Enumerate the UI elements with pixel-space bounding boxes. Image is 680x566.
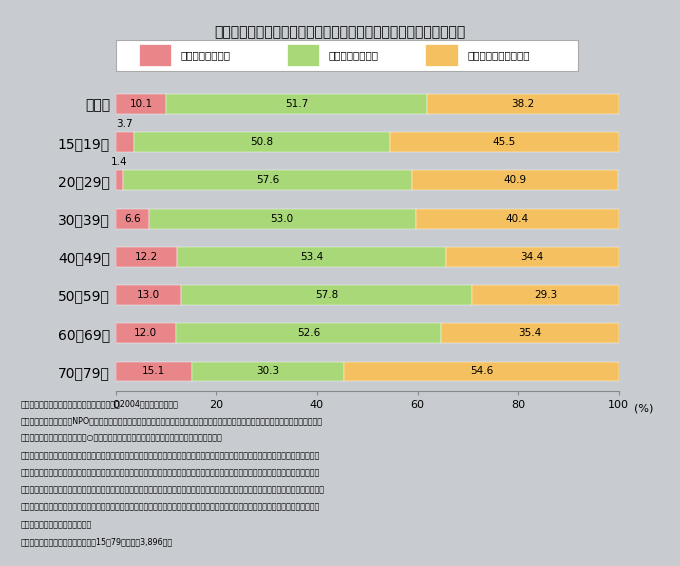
Text: たい」、「これまで参加したことはないが、機会があれば参加してみたい」と回答した人の割合。「今後も参加したくない」は、: たい」、「これまで参加したことはないが、機会があれば参加してみたい」と回答した人… — [20, 486, 324, 495]
Text: 54.6: 54.6 — [470, 366, 493, 376]
Bar — [116, 209, 149, 229]
Text: (%): (%) — [634, 404, 653, 414]
Text: 後は参加したい」は、「過去に参加したことがあり、また参加したい」、「これまで参加したことはないが、今後は是非参加し: 後は参加したい」は、「過去に参加したことがあり、また参加したい」、「これまで参加… — [20, 468, 320, 477]
Text: 30.3: 30.3 — [256, 366, 279, 376]
Text: 3.7: 3.7 — [116, 119, 133, 129]
Text: 57.6: 57.6 — [256, 175, 279, 186]
Bar — [122, 170, 413, 190]
Text: 13.0: 13.0 — [137, 290, 160, 300]
Bar — [167, 94, 426, 114]
Text: 35.4: 35.4 — [518, 328, 541, 338]
Text: 10.1: 10.1 — [129, 99, 152, 109]
Bar — [116, 247, 177, 267]
Bar — [116, 94, 167, 114]
Text: 34.4: 34.4 — [521, 252, 544, 262]
Text: 第３－１－２図　地域の活動に現在参加している人の割合は約１割: 第３－１－２図 地域の活動に現在参加している人の割合は約１割 — [214, 25, 466, 40]
Text: 50.8: 50.8 — [250, 137, 273, 147]
Bar — [390, 132, 619, 152]
Text: 51.7: 51.7 — [285, 99, 308, 109]
Text: 29.3: 29.3 — [534, 290, 557, 300]
Text: 12.2: 12.2 — [135, 252, 158, 262]
Text: ２．「あなたはNPOやボランティア、地域の活動などに参加したことがありますか。また、今後参加したいと思いますか。あては: ２．「あなたはNPOやボランティア、地域の活動などに参加したことがありますか。ま… — [20, 417, 322, 425]
Text: 6.6: 6.6 — [124, 213, 141, 224]
Text: 「過去に参加したことがあるが、もう参加したくない」、「これまで参加したことはなく、今後も参加したいとは思わない」と: 「過去に参加したことがあるが、もう参加したくない」、「これまで参加したことはなく… — [20, 503, 320, 512]
Text: ４．回答した人は、全国の15～79歳の男女3,896人。: ４．回答した人は、全国の15～79歳の男女3,896人。 — [20, 537, 173, 546]
Bar — [176, 323, 441, 343]
Bar — [116, 170, 122, 190]
Bar — [116, 132, 134, 152]
Text: 53.4: 53.4 — [300, 252, 323, 262]
Bar — [116, 285, 181, 305]
Bar — [116, 362, 192, 381]
Bar — [181, 285, 472, 305]
Bar — [445, 247, 619, 267]
Text: 40.9: 40.9 — [504, 175, 527, 186]
Text: 1.4: 1.4 — [111, 157, 127, 168]
Text: 現在参加している: 現在参加している — [180, 50, 231, 60]
Text: 52.6: 52.6 — [296, 328, 320, 338]
Text: 今後は参加したい: 今後は参加したい — [328, 50, 378, 60]
Bar — [149, 209, 415, 229]
Bar — [441, 323, 619, 343]
Bar — [472, 285, 619, 305]
Bar — [426, 94, 619, 114]
Text: まるものに１つに○をお付けください。」という問に対して回答した人の割合。: まるものに１つに○をお付けください。」という問に対して回答した人の割合。 — [20, 434, 222, 443]
Bar — [413, 170, 618, 190]
Bar — [116, 323, 176, 343]
FancyBboxPatch shape — [139, 44, 171, 66]
Text: 38.2: 38.2 — [511, 99, 534, 109]
Bar — [134, 132, 390, 152]
Bar — [192, 362, 344, 381]
Bar — [415, 209, 619, 229]
Text: 12.0: 12.0 — [134, 328, 157, 338]
Text: 回答した人の割合。: 回答した人の割合。 — [20, 520, 92, 529]
Bar — [344, 362, 619, 381]
Text: 15.1: 15.1 — [142, 366, 165, 376]
Text: 今後も参加したくない: 今後も参加したくない — [467, 50, 530, 60]
FancyBboxPatch shape — [426, 44, 458, 66]
FancyBboxPatch shape — [287, 44, 319, 66]
Text: ３．「現在参加している」は、「現在、積極的に参加している」、「現在、お付き合いで参加している」と回答した人の割合。「今: ３．「現在参加している」は、「現在、積極的に参加している」、「現在、お付き合いで… — [20, 451, 320, 460]
Text: 40.4: 40.4 — [506, 213, 529, 224]
Text: （備考）１．内閣府「国民生活選好度調査」（2004年）により作成。: （備考）１．内閣府「国民生活選好度調査」（2004年）により作成。 — [20, 399, 178, 408]
Text: 53.0: 53.0 — [271, 213, 294, 224]
Text: 45.5: 45.5 — [493, 137, 516, 147]
Text: 57.8: 57.8 — [315, 290, 338, 300]
Bar — [177, 247, 445, 267]
